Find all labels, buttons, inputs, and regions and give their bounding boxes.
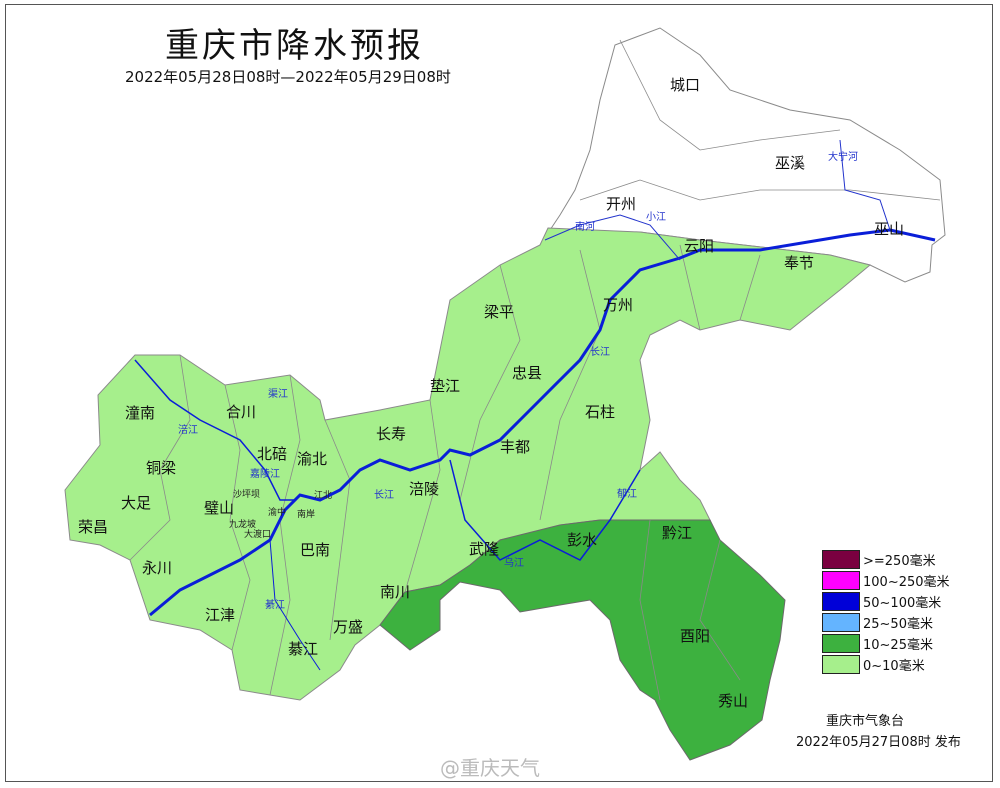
district-label: 江北 (314, 490, 332, 501)
legend-swatch (822, 634, 860, 653)
river-label: 南河 (575, 220, 595, 233)
watermark: @重庆天气 (440, 756, 540, 780)
legend-swatch (822, 613, 860, 632)
district-label: 石柱 (585, 403, 615, 421)
river-label: 綦江 (265, 598, 285, 611)
district-label: 武隆 (469, 540, 499, 558)
district-label: 云阳 (684, 237, 714, 255)
district-label: 璧山 (204, 499, 234, 517)
district-label: 万盛 (333, 618, 363, 636)
river-label: 渠江 (268, 388, 288, 400)
legend-label: >=250毫米 (863, 554, 936, 569)
district-label: 酉阳 (680, 627, 710, 645)
legend-label: 0~10毫米 (863, 659, 925, 674)
legend-label: 10~25毫米 (863, 638, 933, 653)
river-label: 小江 (646, 211, 666, 223)
district-label: 渝中 (268, 506, 286, 518)
north-rivers (544, 214, 681, 261)
district-label: 大足 (121, 494, 151, 512)
district-label: 南岸 (297, 508, 315, 520)
legend-label: 25~50毫米 (863, 617, 933, 632)
district-label: 沙坪坝 (233, 489, 260, 500)
district-label: 大渡口 (244, 528, 271, 540)
district-label: 开州 (606, 195, 636, 213)
river-label: 乌江 (504, 556, 524, 569)
river-label: 长江 (590, 346, 610, 358)
forecast-period: 2022年05月28日08时—2022年05月29日08时 (125, 68, 451, 86)
district-label: 潼南 (125, 404, 155, 422)
daning-river (839, 139, 891, 231)
district-label: 秀山 (718, 692, 748, 710)
river-label: 郁江 (617, 487, 637, 500)
river-label: 长江 (374, 489, 394, 501)
legend-swatch (822, 655, 860, 674)
district-label: 垫江 (430, 377, 460, 395)
district-labels: 城口 巫溪 开州 云阳 巫山 奉节 梁平 万州 忠县 垫江 石柱 长寿 丰都 涪… (78, 76, 904, 710)
map-frame (5, 4, 993, 782)
legend-label: 50~100毫米 (863, 596, 942, 611)
legend-item: 100~250毫米 (822, 570, 950, 591)
issue-time: 2022年05月27日08时 发布 (796, 735, 961, 750)
district-label: 巫溪 (775, 154, 805, 172)
legend-item: >=250毫米 (822, 549, 950, 570)
district-label: 涪陵 (409, 480, 439, 498)
legend-label: 100~250毫米 (863, 575, 950, 590)
district-label: 忠县 (512, 364, 542, 382)
district-label: 黔江 (662, 524, 692, 542)
region-light-rain (64, 227, 872, 701)
issuer: 重庆市气象台 (826, 714, 905, 729)
district-borders (129, 39, 941, 701)
district-label: 梁平 (484, 303, 514, 321)
yangtze-river (149, 228, 936, 617)
legend-item: 25~50毫米 (822, 612, 950, 633)
district-label: 江津 (205, 606, 235, 624)
legend-swatch (822, 550, 860, 569)
qi-river (269, 539, 321, 671)
district-label: 铜梁 (146, 459, 176, 477)
jialing-river (134, 359, 295, 501)
page-title: 重庆市降水预报 (165, 26, 424, 66)
river-label: 大宁河 (828, 150, 858, 163)
district-label: 长寿 (376, 425, 406, 443)
district-label: 合川 (226, 403, 256, 421)
district-label: 渝北 (297, 450, 327, 468)
district-label: 南川 (380, 583, 410, 601)
district-label: 彭水 (567, 531, 597, 549)
river-label: 嘉陵江 (250, 467, 280, 480)
district-label: 九龙坡 (229, 518, 256, 530)
district-label: 奉节 (784, 254, 814, 272)
legend-item: 50~100毫米 (822, 591, 950, 612)
legend-item: 0~10毫米 (822, 654, 950, 675)
legend-swatch (822, 592, 860, 611)
legend-swatch (822, 571, 860, 590)
district-label: 永川 (142, 559, 172, 577)
district-label: 丰都 (500, 438, 530, 456)
river-label: 涪江 (178, 423, 198, 436)
district-label: 万州 (603, 296, 633, 314)
legend-item: 10~25毫米 (822, 633, 950, 654)
region-moderate-rain (379, 519, 786, 761)
district-label: 巴南 (300, 541, 330, 559)
wu-river (449, 459, 641, 561)
legend: >=250毫米 100~250毫米 50~100毫米 25~50毫米 10~25毫米 0~… (822, 549, 950, 675)
district-label: 城口 (670, 76, 700, 94)
district-label: 北碚 (257, 445, 287, 463)
district-label: 綦江 (288, 640, 318, 658)
small-district-labels: 沙坪坝 江北 渝中 南岸 九龙坡 大渡口 (229, 489, 332, 540)
river-labels: 大宁河 南河 小江 长江 渠江 涪江 嘉陵江 长江 乌江 郁江 綦江 长江 (178, 150, 858, 611)
district-label: 巫山 (874, 220, 904, 238)
district-label: 荣昌 (78, 518, 108, 536)
